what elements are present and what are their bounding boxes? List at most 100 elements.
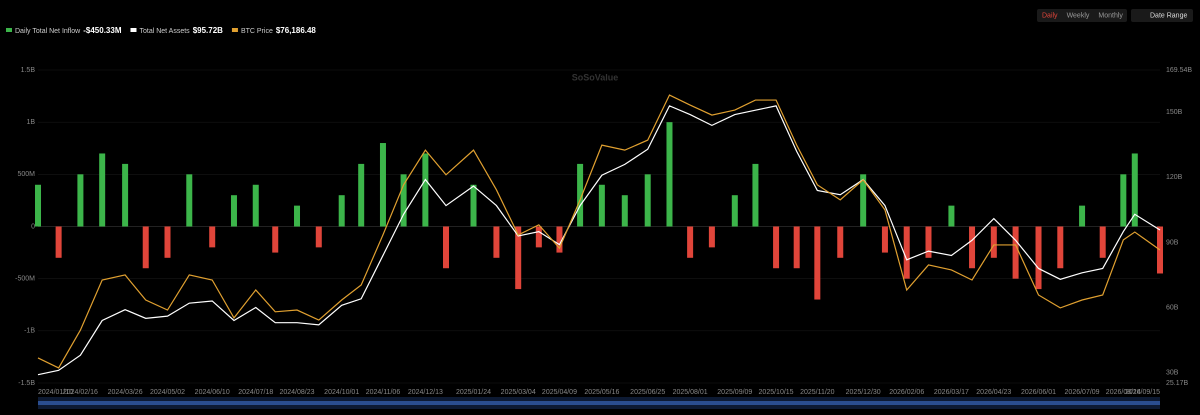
y2-tick-label: 25.17B	[1166, 380, 1189, 387]
inflow-bar	[708, 226, 715, 248]
inflow-bar	[294, 205, 301, 227]
x-tick-label: 2024/11/06	[366, 389, 401, 396]
y-tick-label: -1.5B	[18, 380, 35, 387]
inflow-bar	[164, 226, 171, 258]
y-tick-label: 1.5B	[21, 67, 36, 74]
legend-value: -$450.33M	[83, 26, 122, 35]
inflow-bar	[99, 153, 106, 227]
inflow-bar	[1131, 153, 1138, 227]
inflow-bar	[1079, 205, 1086, 227]
x-tick-label: 2025/12/30	[846, 389, 881, 396]
x-tick-label: 2025/10/15	[759, 389, 794, 396]
y2-tick-label: 30B	[1166, 369, 1179, 376]
inflow-bar	[379, 143, 386, 227]
inflow-bar	[230, 195, 237, 227]
inflow-bar	[1157, 226, 1163, 274]
inflow-bar	[731, 195, 738, 227]
x-tick-label: 2024/03/26	[108, 389, 143, 396]
legend-swatch	[6, 28, 12, 32]
inflow-bar	[122, 163, 129, 227]
legend-value: $95.72B	[193, 26, 223, 35]
inflow-bar	[925, 226, 932, 258]
inflow-bar	[338, 195, 345, 227]
inflow-bar	[470, 184, 477, 227]
inflow-bar	[209, 226, 216, 248]
inflow-bar	[793, 226, 800, 269]
watermark: SoSoValue	[572, 72, 619, 82]
inflow-bar	[621, 195, 628, 227]
inflow-bar	[493, 226, 500, 258]
x-tick-label: 2024/01/10	[38, 389, 73, 396]
inflow-bar	[644, 174, 651, 227]
navigator-series	[38, 401, 1160, 405]
interval-button[interactable]: Weekly	[1067, 12, 1090, 19]
inflow-bar	[948, 205, 955, 227]
y2-tick-label: 150B	[1166, 109, 1183, 116]
y-tick-label: -500M	[15, 276, 35, 283]
inflow-bar	[773, 226, 780, 269]
inflow-bar	[752, 163, 759, 227]
x-tick-label: 2026/06/01	[1021, 389, 1056, 396]
inflow-bar	[77, 174, 84, 227]
y-tick-label: -1B	[24, 328, 35, 335]
x-tick-label: 2024/12/13	[408, 389, 443, 396]
x-tick-label: 2025/03/04	[501, 389, 536, 396]
x-tick-label: 2025/04/09	[542, 389, 577, 396]
inflow-bar	[1120, 174, 1127, 227]
y-tick-label: 0	[31, 223, 35, 230]
inflow-bar	[142, 226, 149, 269]
inflow-bar	[358, 163, 365, 227]
inflow-bar	[860, 174, 867, 227]
legend-label: Daily Total Net Inflow	[15, 28, 81, 35]
inflow-bar	[186, 174, 193, 227]
y-tick-label: 500M	[17, 171, 35, 178]
legend-swatch	[130, 28, 137, 32]
x-tick-label: 2024/06/10	[195, 389, 230, 396]
date-range-button[interactable]	[1131, 9, 1193, 22]
inflow-bar	[515, 226, 522, 290]
x-tick-label: 2026/04/23	[976, 389, 1011, 396]
inflow-bar	[1099, 226, 1106, 258]
date-range-label[interactable]: Date Range	[1150, 12, 1187, 19]
interval-button[interactable]: Monthly	[1098, 12, 1123, 19]
y2-tick-label: 120B	[1166, 174, 1183, 181]
y2-tick-label: 169.54B	[1166, 67, 1192, 74]
inflow-bar	[315, 226, 322, 248]
inflow-bar	[598, 184, 605, 227]
x-tick-label: 2024/05/02	[150, 389, 185, 396]
x-tick-label: 2026/08/14	[1106, 389, 1141, 396]
x-tick-label: 2026/02/06	[889, 389, 924, 396]
inflow-bar	[577, 163, 584, 227]
y-tick-label: 1B	[26, 119, 35, 126]
x-tick-label: 2024/08/23	[279, 389, 314, 396]
x-tick-label: 2025/11/20	[800, 389, 835, 396]
inflow-bar	[666, 122, 673, 227]
x-tick-label: 2024/10/01	[324, 389, 359, 396]
x-tick-label: 2026/03/17	[934, 389, 969, 396]
inflow-bar	[687, 226, 694, 258]
interval-switch	[1037, 9, 1127, 22]
x-tick-label: 2025/01/24	[456, 389, 491, 396]
inflow-bar	[535, 226, 542, 248]
inflow-bar	[969, 226, 976, 269]
x-tick-label: 2025/09/09	[717, 389, 752, 396]
inflow-bar	[881, 226, 888, 253]
inflow-bar	[55, 226, 62, 258]
inflow-bar	[252, 184, 259, 227]
inflow-bar	[1012, 226, 1019, 279]
legend-label: BTC Price	[241, 28, 273, 35]
series-line	[37, 105, 1161, 376]
x-tick-label: 2026/09/15	[1125, 389, 1160, 396]
legend-swatch	[231, 28, 238, 32]
x-tick-label: 2025/05/16	[584, 389, 619, 396]
interval-button[interactable]: Daily	[1042, 12, 1058, 19]
x-tick-label: 2024/02/16	[63, 389, 98, 396]
y2-tick-label: 60B	[1166, 304, 1179, 311]
inflow-bar	[422, 153, 429, 227]
x-tick-label: 2025/08/01	[673, 389, 708, 396]
inflow-bar	[443, 226, 449, 269]
legend-value: $76,186.48	[276, 26, 317, 35]
inflow-bar	[1035, 226, 1042, 290]
inflow-bar	[272, 226, 279, 253]
